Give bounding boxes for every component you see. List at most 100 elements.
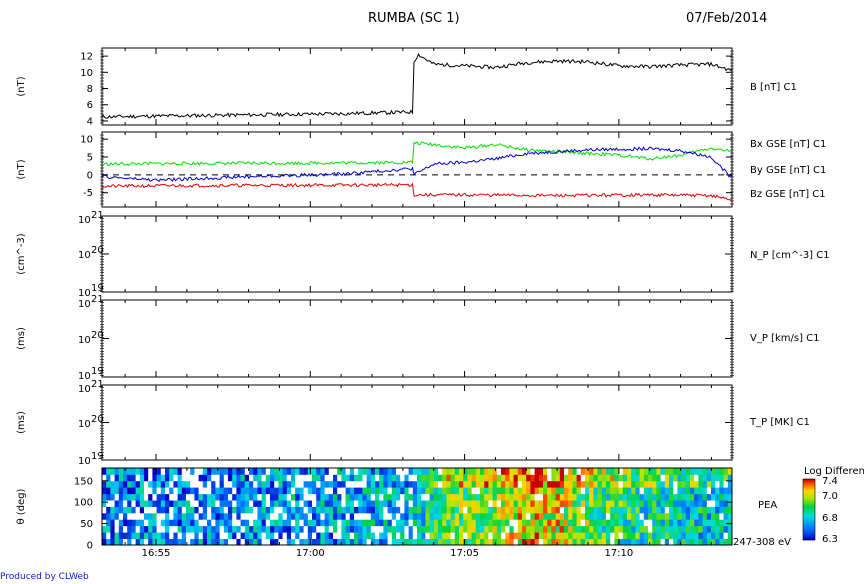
heatmap-cell xyxy=(496,480,502,488)
heatmap-cell xyxy=(660,538,666,546)
heatmap-cell xyxy=(156,519,162,527)
heatmap-cell xyxy=(538,506,544,514)
heatmap-cell xyxy=(715,493,720,501)
heatmap-cell xyxy=(627,468,632,475)
heatmap-cell xyxy=(312,468,317,475)
heatmap-cell xyxy=(702,525,708,533)
heatmap-cell xyxy=(677,519,682,527)
heatmap-cell xyxy=(198,532,204,540)
heatmap-cell xyxy=(232,480,237,488)
y-axis-label: θ (deg) xyxy=(16,488,27,524)
heatmap-cell xyxy=(135,538,141,546)
heatmap-cell xyxy=(631,532,636,540)
colorbar-cell xyxy=(803,513,815,515)
heatmap-cell xyxy=(488,538,493,546)
heatmap-cell xyxy=(706,493,712,501)
heatmap-cell xyxy=(160,487,166,495)
heatmap-cell xyxy=(156,512,162,520)
heatmap-cell xyxy=(190,468,195,475)
heatmap-cell xyxy=(492,500,498,507)
heatmap-cell xyxy=(135,493,141,501)
heatmap-cell xyxy=(333,468,338,475)
y-tick-label: 10 xyxy=(78,335,91,346)
heatmap-cell xyxy=(450,493,456,501)
heatmap-cell xyxy=(333,487,338,495)
heatmap-cell xyxy=(127,487,132,495)
series-line-by xyxy=(101,140,733,167)
heatmap-cell xyxy=(463,506,468,514)
heatmap-cell xyxy=(148,487,153,495)
heatmap-cell xyxy=(530,480,535,488)
heatmap-cell xyxy=(559,512,565,520)
heatmap-cell xyxy=(106,532,111,540)
heatmap-cell xyxy=(249,506,254,514)
heatmap-cell xyxy=(513,493,519,501)
heatmap-cell xyxy=(459,506,464,514)
heatmap-cell xyxy=(580,532,586,540)
heatmap-cell xyxy=(589,538,594,546)
colorbar-cell xyxy=(803,523,815,525)
heatmap-cell xyxy=(165,532,170,540)
heatmap-cell xyxy=(375,538,380,546)
heatmap-cell xyxy=(253,532,258,540)
heatmap-cell xyxy=(694,538,699,546)
panel-frame xyxy=(101,47,733,126)
heatmap-cell xyxy=(131,480,136,488)
heatmap-cell xyxy=(152,487,157,495)
heatmap-cell xyxy=(110,480,115,488)
heatmap-cell xyxy=(169,487,174,495)
heatmap-cell xyxy=(698,500,703,507)
heatmap-cell xyxy=(169,480,174,488)
heatmap-cell xyxy=(383,474,388,482)
heatmap-cell xyxy=(295,506,300,514)
heatmap-cell xyxy=(677,487,682,495)
heatmap-cell xyxy=(723,474,729,482)
heatmap-cell xyxy=(551,512,556,520)
heatmap-cell xyxy=(496,468,502,475)
heatmap-cell xyxy=(379,532,384,540)
heatmap-cell xyxy=(509,493,514,501)
heatmap-cell xyxy=(223,500,229,507)
heatmap-cell xyxy=(358,512,363,520)
heatmap-cell xyxy=(366,468,372,475)
heatmap-cell xyxy=(362,474,367,482)
heatmap-cell xyxy=(690,468,695,475)
x-tick-label: 16:55 xyxy=(142,548,171,559)
heatmap-cell xyxy=(412,519,418,527)
heatmap-cell xyxy=(610,525,615,533)
heatmap-cell xyxy=(538,480,544,488)
heatmap-cell xyxy=(375,474,380,482)
y-tick-label: 5 xyxy=(87,153,93,164)
heatmap-cell xyxy=(181,532,187,540)
heatmap-cell xyxy=(123,474,128,482)
heatmap-cell xyxy=(282,487,288,495)
heatmap-cell xyxy=(215,512,220,520)
heatmap-cell xyxy=(438,487,443,495)
heatmap-cell xyxy=(433,500,439,507)
heatmap-cell xyxy=(559,480,565,488)
heatmap-cell xyxy=(312,519,317,527)
y-tick-exponent: 19 xyxy=(91,283,104,294)
heatmap-cell xyxy=(358,468,363,475)
heatmap-cell xyxy=(543,487,548,495)
heatmap-cell xyxy=(337,493,342,501)
heatmap-cell xyxy=(312,500,317,507)
heatmap-cell xyxy=(354,538,359,546)
heatmap-cell xyxy=(408,487,414,495)
heatmap-cell xyxy=(702,500,708,507)
heatmap-cell xyxy=(454,506,460,514)
heatmap-cell xyxy=(715,480,720,488)
heatmap-cell xyxy=(664,519,670,527)
heatmap-cell xyxy=(664,500,670,507)
heatmap-cell xyxy=(211,519,216,527)
heatmap-cell xyxy=(475,538,481,546)
heatmap-cell xyxy=(677,468,682,475)
heatmap-cell xyxy=(555,474,561,482)
heatmap-cell xyxy=(513,538,519,546)
footer-credit[interactable]: Produced by CLWeb xyxy=(0,572,89,582)
heatmap-cell xyxy=(215,487,220,495)
heatmap-cell xyxy=(181,512,187,520)
heatmap-cell xyxy=(307,506,313,514)
heatmap-cell xyxy=(144,493,149,501)
heatmap-cell xyxy=(102,474,107,482)
